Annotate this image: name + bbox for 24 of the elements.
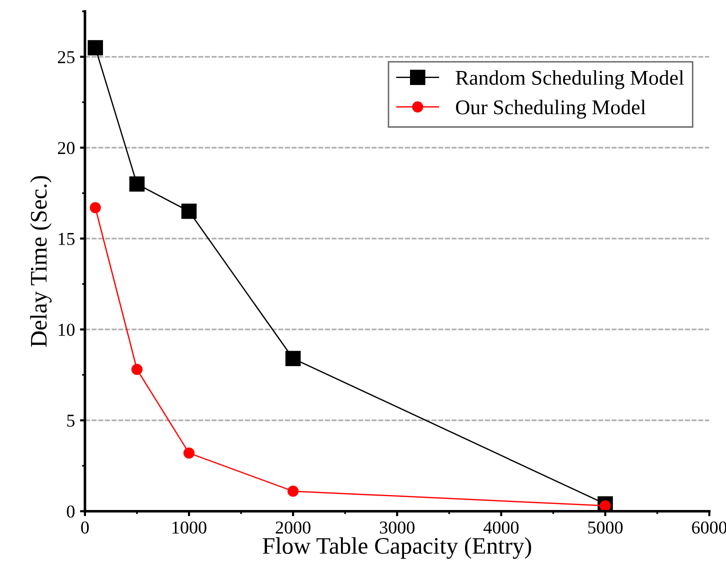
point: [90, 202, 101, 214]
point: [285, 350, 301, 366]
legend-label: Random Scheduling Model: [456, 70, 684, 90]
point: [183, 447, 195, 459]
x-tick-label: 0: [81, 521, 89, 534]
point: [288, 486, 299, 497]
y-axis-title: Delay Time (Sec.): [30, 176, 52, 347]
y-tick-label: 10: [58, 324, 75, 336]
y-tick-label: 0: [66, 505, 75, 518]
x-axis-title: Flow Table Capacity (Entry): [262, 537, 532, 559]
y-tick-label: 20: [58, 142, 75, 154]
y-tick-label: 15: [58, 232, 75, 245]
legend-label: Our Scheduling Model: [456, 100, 646, 119]
x-tick-label: 3000: [380, 521, 414, 534]
point: [129, 176, 145, 192]
y-tick-label: 25: [58, 51, 75, 64]
point: [131, 364, 143, 375]
point: [88, 40, 103, 56]
y-tick-label: 5: [67, 414, 75, 427]
point: [181, 204, 197, 219]
x-tick-label: 2000: [276, 521, 310, 534]
x-tick-label: 1000: [172, 521, 206, 534]
x-tick-label: 5000: [588, 521, 623, 534]
x-tick-label: 4000: [483, 521, 519, 534]
